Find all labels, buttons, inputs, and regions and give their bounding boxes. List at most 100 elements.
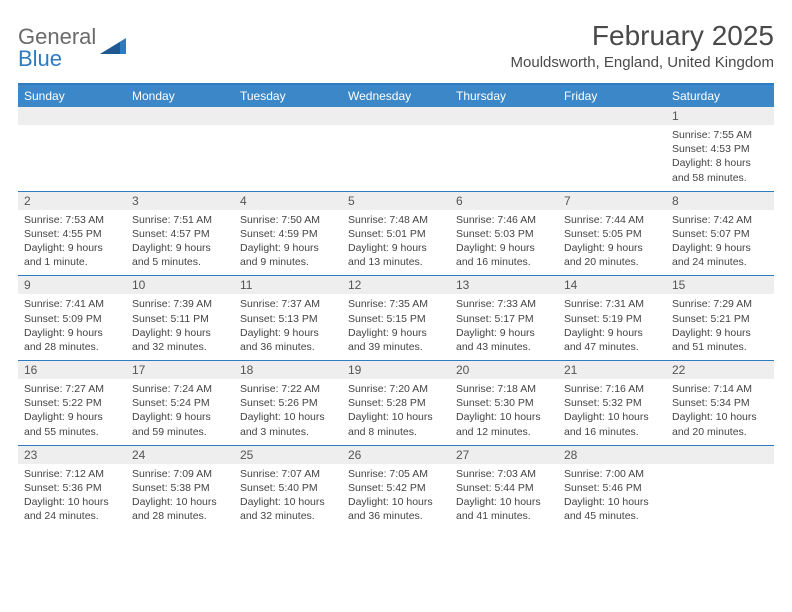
day-cell: Sunrise: 7:22 AMSunset: 5:26 PMDaylight:… bbox=[234, 379, 342, 445]
day-cell: Sunrise: 7:00 AMSunset: 5:46 PMDaylight:… bbox=[558, 464, 666, 530]
daylight-text: Daylight: 10 hours bbox=[132, 495, 228, 509]
sunrise-text: Sunrise: 7:44 AM bbox=[564, 213, 660, 227]
daylight-text: Daylight: 9 hours bbox=[240, 326, 336, 340]
daylight-text: and 20 minutes. bbox=[564, 255, 660, 269]
daylight-text: and 28 minutes. bbox=[132, 509, 228, 523]
day-cell: Sunrise: 7:24 AMSunset: 5:24 PMDaylight:… bbox=[126, 379, 234, 445]
day-cell: Sunrise: 7:48 AMSunset: 5:01 PMDaylight:… bbox=[342, 210, 450, 276]
day-number bbox=[342, 107, 450, 125]
day-number: 19 bbox=[342, 361, 450, 379]
sunrise-text: Sunrise: 7:05 AM bbox=[348, 467, 444, 481]
daylight-text: and 43 minutes. bbox=[456, 340, 552, 354]
daynum-strip: 23 24 25 26 27 28 bbox=[18, 445, 774, 464]
day-number: 10 bbox=[126, 276, 234, 294]
day-cell: Sunrise: 7:27 AMSunset: 5:22 PMDaylight:… bbox=[18, 379, 126, 445]
daylight-text: and 36 minutes. bbox=[348, 509, 444, 523]
sunrise-text: Sunrise: 7:16 AM bbox=[564, 382, 660, 396]
sunset-text: Sunset: 4:53 PM bbox=[672, 142, 768, 156]
daylight-text: Daylight: 10 hours bbox=[240, 410, 336, 424]
day-number: 24 bbox=[126, 446, 234, 464]
daylight-text: Daylight: 9 hours bbox=[564, 241, 660, 255]
day-cell: Sunrise: 7:03 AMSunset: 5:44 PMDaylight:… bbox=[450, 464, 558, 530]
title-block: February 2025 Mouldsworth, England, Unit… bbox=[511, 20, 774, 71]
daynum-strip: 16 17 18 19 20 21 22 bbox=[18, 360, 774, 379]
daylight-text: and 51 minutes. bbox=[672, 340, 768, 354]
day-number bbox=[450, 107, 558, 125]
sunrise-text: Sunrise: 7:09 AM bbox=[132, 467, 228, 481]
weekday-label: Tuesday bbox=[234, 85, 342, 107]
sunrise-text: Sunrise: 7:41 AM bbox=[24, 297, 120, 311]
sunrise-text: Sunrise: 7:03 AM bbox=[456, 467, 552, 481]
daylight-text: Daylight: 10 hours bbox=[564, 410, 660, 424]
sunset-text: Sunset: 5:34 PM bbox=[672, 396, 768, 410]
sunset-text: Sunset: 4:55 PM bbox=[24, 227, 120, 241]
day-cell: Sunrise: 7:18 AMSunset: 5:30 PMDaylight:… bbox=[450, 379, 558, 445]
daylight-text: Daylight: 9 hours bbox=[240, 241, 336, 255]
daynum-strip: 1 bbox=[18, 107, 774, 125]
day-number: 5 bbox=[342, 192, 450, 210]
sunset-text: Sunset: 5:40 PM bbox=[240, 481, 336, 495]
day-cell: Sunrise: 7:29 AMSunset: 5:21 PMDaylight:… bbox=[666, 294, 774, 360]
sunrise-text: Sunrise: 7:20 AM bbox=[348, 382, 444, 396]
daylight-text: and 16 minutes. bbox=[456, 255, 552, 269]
day-number: 18 bbox=[234, 361, 342, 379]
day-number: 20 bbox=[450, 361, 558, 379]
sunrise-text: Sunrise: 7:29 AM bbox=[672, 297, 768, 311]
sunset-text: Sunset: 5:21 PM bbox=[672, 312, 768, 326]
day-cell: Sunrise: 7:12 AMSunset: 5:36 PMDaylight:… bbox=[18, 464, 126, 530]
week-row: Sunrise: 7:41 AMSunset: 5:09 PMDaylight:… bbox=[18, 294, 774, 360]
day-cell bbox=[342, 125, 450, 191]
day-number: 13 bbox=[450, 276, 558, 294]
weekday-header-row: Sunday Monday Tuesday Wednesday Thursday… bbox=[18, 85, 774, 107]
daylight-text: Daylight: 10 hours bbox=[456, 410, 552, 424]
day-number bbox=[18, 107, 126, 125]
daylight-text: Daylight: 10 hours bbox=[348, 410, 444, 424]
day-cell: Sunrise: 7:41 AMSunset: 5:09 PMDaylight:… bbox=[18, 294, 126, 360]
daylight-text: Daylight: 9 hours bbox=[672, 326, 768, 340]
sunrise-text: Sunrise: 7:50 AM bbox=[240, 213, 336, 227]
sunrise-text: Sunrise: 7:55 AM bbox=[672, 128, 768, 142]
weekday-label: Friday bbox=[558, 85, 666, 107]
day-number: 27 bbox=[450, 446, 558, 464]
day-cell bbox=[126, 125, 234, 191]
daylight-text: and 45 minutes. bbox=[564, 509, 660, 523]
daylight-text: and 24 minutes. bbox=[24, 509, 120, 523]
daylight-text: and 47 minutes. bbox=[564, 340, 660, 354]
sunrise-text: Sunrise: 7:00 AM bbox=[564, 467, 660, 481]
day-cell: Sunrise: 7:39 AMSunset: 5:11 PMDaylight:… bbox=[126, 294, 234, 360]
day-cell: Sunrise: 7:42 AMSunset: 5:07 PMDaylight:… bbox=[666, 210, 774, 276]
daylight-text: Daylight: 10 hours bbox=[24, 495, 120, 509]
daylight-text: Daylight: 10 hours bbox=[348, 495, 444, 509]
day-number: 7 bbox=[558, 192, 666, 210]
day-number: 2 bbox=[18, 192, 126, 210]
sunset-text: Sunset: 5:13 PM bbox=[240, 312, 336, 326]
day-cell: Sunrise: 7:51 AMSunset: 4:57 PMDaylight:… bbox=[126, 210, 234, 276]
weekday-label: Saturday bbox=[666, 85, 774, 107]
day-cell: Sunrise: 7:16 AMSunset: 5:32 PMDaylight:… bbox=[558, 379, 666, 445]
daylight-text: and 16 minutes. bbox=[564, 425, 660, 439]
day-number: 9 bbox=[18, 276, 126, 294]
day-cell: Sunrise: 7:35 AMSunset: 5:15 PMDaylight:… bbox=[342, 294, 450, 360]
daylight-text: and 12 minutes. bbox=[456, 425, 552, 439]
daylight-text: Daylight: 10 hours bbox=[240, 495, 336, 509]
daylight-text: Daylight: 8 hours bbox=[672, 156, 768, 170]
daylight-text: Daylight: 9 hours bbox=[24, 241, 120, 255]
sunrise-text: Sunrise: 7:48 AM bbox=[348, 213, 444, 227]
daylight-text: and 13 minutes. bbox=[348, 255, 444, 269]
weekday-label: Sunday bbox=[18, 85, 126, 107]
sunrise-text: Sunrise: 7:42 AM bbox=[672, 213, 768, 227]
daylight-text: and 36 minutes. bbox=[240, 340, 336, 354]
sunrise-text: Sunrise: 7:31 AM bbox=[564, 297, 660, 311]
sunset-text: Sunset: 5:17 PM bbox=[456, 312, 552, 326]
daylight-text: and 58 minutes. bbox=[672, 171, 768, 185]
sunset-text: Sunset: 5:46 PM bbox=[564, 481, 660, 495]
daylight-text: Daylight: 9 hours bbox=[24, 326, 120, 340]
sunrise-text: Sunrise: 7:35 AM bbox=[348, 297, 444, 311]
sunset-text: Sunset: 5:28 PM bbox=[348, 396, 444, 410]
day-number: 6 bbox=[450, 192, 558, 210]
sunrise-text: Sunrise: 7:37 AM bbox=[240, 297, 336, 311]
daylight-text: and 24 minutes. bbox=[672, 255, 768, 269]
daylight-text: and 3 minutes. bbox=[240, 425, 336, 439]
daylight-text: and 28 minutes. bbox=[24, 340, 120, 354]
sunrise-text: Sunrise: 7:22 AM bbox=[240, 382, 336, 396]
